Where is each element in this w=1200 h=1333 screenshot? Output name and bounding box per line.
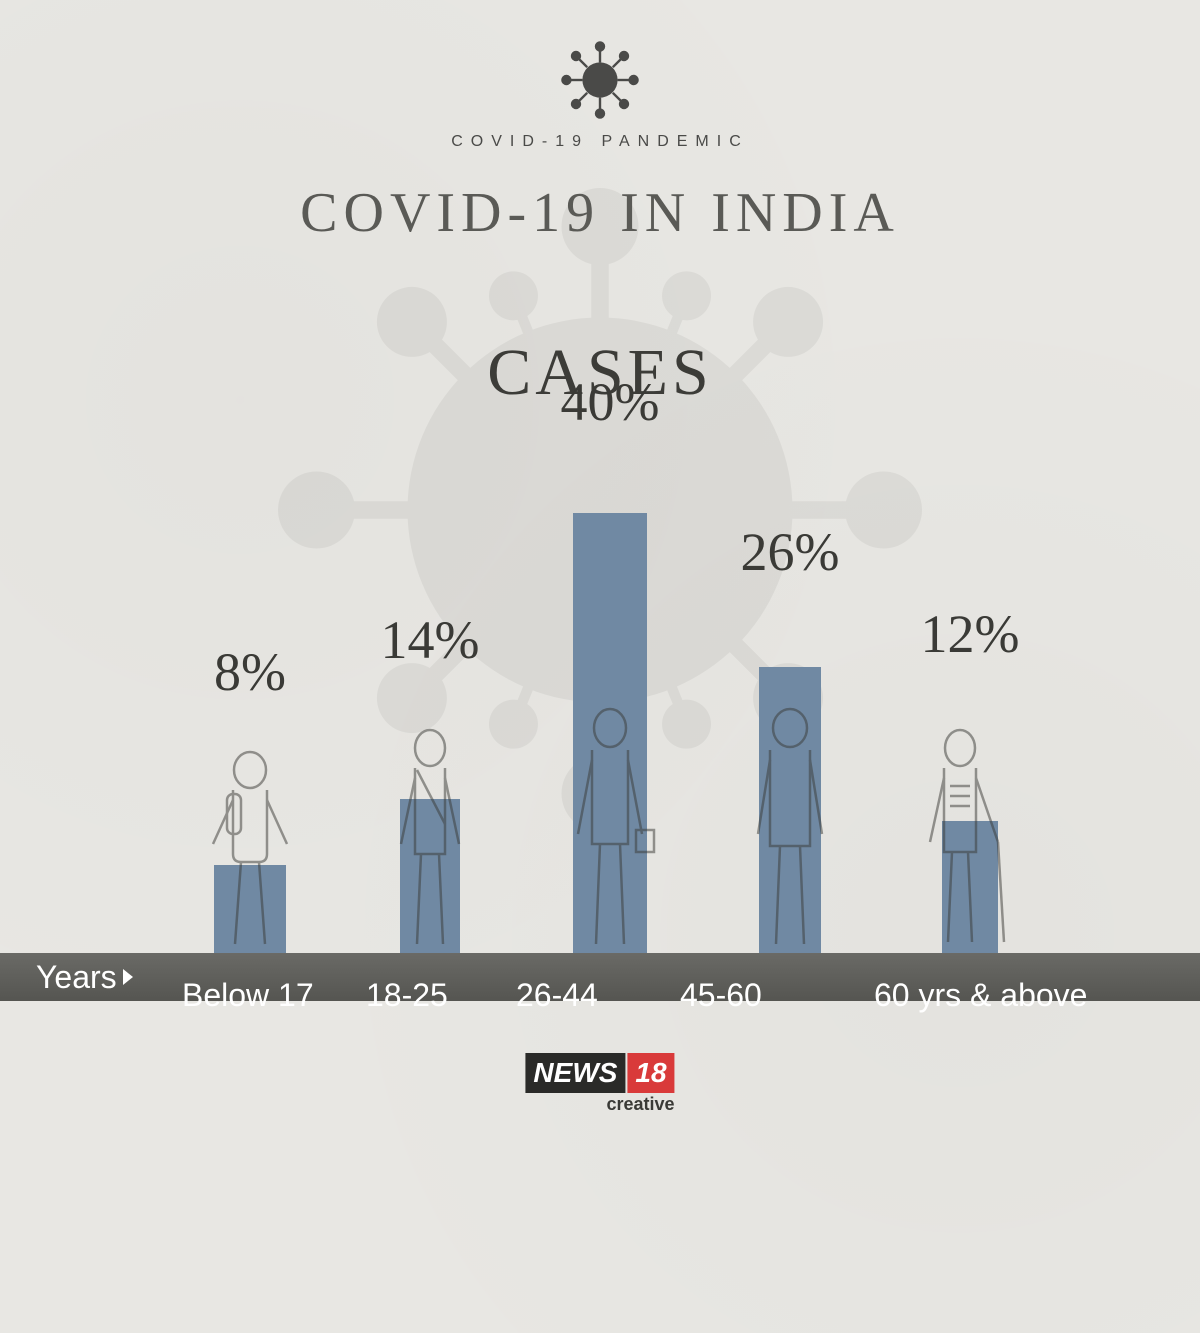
axis-band: Years Below 1718-2526-4445-6060 yrs & ab… [0, 953, 1200, 1001]
footer-logo: NEWS 18 creative [525, 1053, 674, 1093]
logo-18: 18 [627, 1053, 674, 1093]
bar-chart: 8% 14% 40% 26% [0, 413, 1200, 953]
axis-category-label: 45-60 [680, 977, 762, 1014]
bar-group: 26% [740, 667, 840, 953]
bar-group: 14% [380, 799, 480, 953]
bar-group: 40% [560, 513, 660, 953]
bar-value-label: 8% [214, 641, 286, 703]
bar-value-label: 14% [381, 609, 480, 671]
virus-icon [560, 40, 640, 120]
bar-value-label: 12% [921, 603, 1020, 665]
bar-value-label: 26% [741, 521, 840, 583]
bar [573, 513, 647, 953]
bar-group: 12% [920, 821, 1020, 953]
main-title: COVID-19 IN INDIA [0, 181, 1200, 245]
bar [400, 799, 460, 953]
axis-category-label: Below 17 [182, 977, 314, 1014]
arrow-right-icon [123, 969, 133, 985]
axis-category-label: 26-44 [516, 977, 598, 1014]
pandemic-label: COVID-19 PANDEMIC [0, 133, 1200, 151]
logo-news: NEWS [525, 1053, 625, 1093]
bar [759, 667, 821, 953]
bar-group: 8% [200, 865, 300, 953]
axis-years-label: Years [36, 959, 133, 996]
axis-category-label: 60 yrs & above [874, 977, 1087, 1014]
header: COVID-19 PANDEMIC COVID-19 IN INDIA [0, 0, 1200, 245]
bar [214, 865, 286, 953]
axis-category-label: 18-25 [366, 977, 448, 1014]
logo-creative: creative [607, 1094, 675, 1115]
bar [942, 821, 998, 953]
bar-value-label: 40% [561, 371, 660, 433]
